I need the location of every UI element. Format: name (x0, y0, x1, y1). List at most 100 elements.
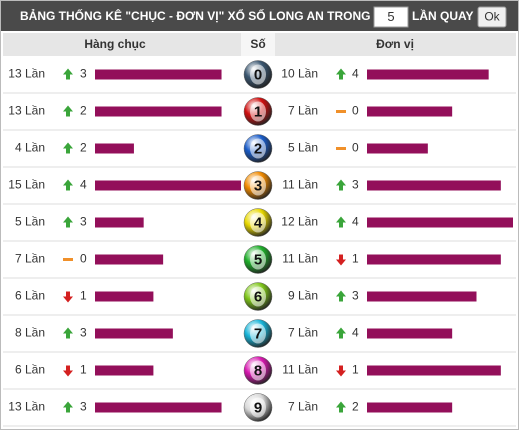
count-label: 13 Lần (8, 104, 45, 118)
digit: 4 (254, 214, 263, 231)
count-bar (95, 180, 241, 191)
ball-face (250, 64, 266, 85)
trend-up-icon (63, 142, 73, 154)
change-value: 3 (352, 178, 359, 192)
ball-face (250, 397, 266, 418)
digit: 0 (254, 66, 262, 83)
draws-input[interactable] (373, 6, 409, 28)
digit: 2 (254, 140, 262, 157)
change-value: 1 (80, 289, 87, 303)
count-bar (95, 143, 134, 154)
trend-up-icon (63, 105, 73, 117)
change-value: 3 (352, 289, 359, 303)
ball-face (250, 360, 266, 381)
count-bar (367, 217, 513, 228)
trend-up-icon (63, 179, 73, 191)
trend-up-icon (336, 68, 346, 80)
trend-down-icon (63, 291, 73, 303)
count-bar (367, 365, 501, 376)
count-bar (95, 217, 144, 228)
change-value: 1 (352, 252, 359, 266)
trend-up-icon (336, 179, 346, 191)
trend-up-icon (63, 216, 73, 228)
change-value: 2 (352, 400, 359, 414)
count-label: 12 Lần (281, 215, 318, 229)
trend-flat-icon (336, 147, 346, 150)
change-value: 3 (80, 400, 87, 414)
count-label: 7 Lần (288, 400, 318, 414)
change-value: 4 (80, 178, 87, 192)
trend-up-icon (63, 68, 73, 80)
count-label: 5 Lần (15, 215, 45, 229)
count-bar (95, 365, 154, 376)
ball-face (250, 101, 266, 122)
count-bar (367, 143, 428, 154)
count-bar (95, 328, 173, 339)
count-label: 4 Lần (15, 141, 45, 155)
digit: 9 (254, 399, 262, 416)
count-label: 11 Lần (282, 252, 318, 266)
count-label: 8 Lần (15, 326, 45, 340)
change-value: 4 (352, 215, 359, 229)
change-value: 0 (80, 252, 87, 266)
trend-up-icon (63, 327, 73, 339)
trend-up-icon (336, 401, 346, 413)
count-bar (95, 402, 222, 413)
trend-down-icon (63, 365, 73, 377)
header-title: BẢNG THỐNG KÊ "CHỤC - ĐƠN VỊ" XỔ SỐ LONG… (20, 8, 371, 23)
digit: 1 (254, 103, 262, 120)
ball-face (250, 175, 266, 196)
count-bar (367, 328, 453, 339)
column-header-cell (241, 33, 275, 56)
trend-up-icon (336, 216, 346, 228)
count-bar (95, 254, 164, 265)
digit: 5 (254, 251, 262, 268)
draws-label: LẦN QUAY (412, 8, 474, 23)
ball-face (250, 286, 266, 307)
trend-down-icon (336, 365, 346, 377)
count-label: 6 Lần (15, 363, 45, 377)
ball-face (250, 138, 266, 159)
column-header: Số (250, 37, 265, 51)
trend-up-icon (336, 290, 346, 302)
count-label: 5 Lần (288, 141, 318, 155)
trend-flat-icon (336, 110, 346, 113)
count-label: 13 Lần (8, 400, 45, 414)
count-bar (367, 69, 489, 80)
count-bar (367, 180, 501, 191)
count-bar (367, 402, 453, 413)
change-value: 0 (352, 141, 359, 155)
ok-button[interactable] (477, 6, 507, 28)
change-value: 3 (80, 215, 87, 229)
change-value: 2 (80, 104, 87, 118)
count-label: 7 Lần (288, 104, 318, 118)
change-value: 1 (80, 363, 87, 377)
trend-down-icon (336, 254, 346, 266)
count-bar (95, 69, 222, 80)
count-label: 11 Lần (282, 178, 318, 192)
ball-face (250, 249, 266, 270)
digit: 7 (254, 325, 262, 342)
column-header: Hàng chục (84, 37, 146, 51)
change-value: 0 (352, 104, 359, 118)
digit: 6 (254, 288, 262, 305)
trend-up-icon (336, 327, 346, 339)
change-value: 4 (352, 67, 359, 81)
count-bar (367, 291, 477, 302)
change-value: 3 (80, 67, 87, 81)
count-bar (367, 254, 501, 265)
count-bar (95, 291, 154, 302)
count-label: 7 Lần (288, 326, 318, 340)
ball-face (250, 212, 266, 233)
header-bar (1, 1, 518, 31)
trend-flat-icon (63, 258, 73, 261)
count-bar (367, 106, 453, 117)
ball-face (250, 323, 266, 344)
change-value: 1 (352, 363, 359, 377)
count-label: 11 Lần (282, 363, 318, 377)
digit: 8 (254, 362, 262, 379)
count-label: 13 Lần (8, 67, 45, 81)
digit: 3 (254, 177, 262, 194)
change-value: 2 (80, 141, 87, 155)
